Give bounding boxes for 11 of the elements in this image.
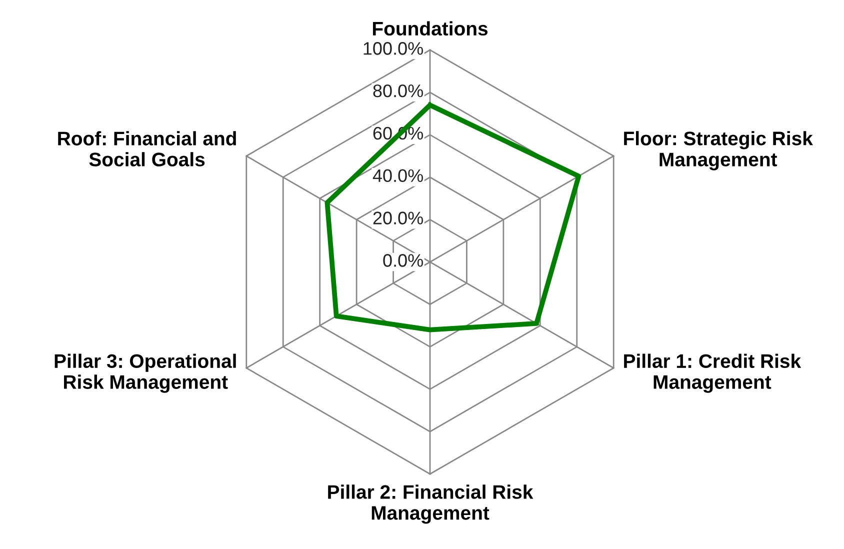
y-tick-label: 0.0% — [383, 254, 423, 267]
y-tick-label: 80.0% — [373, 84, 423, 98]
spoke-label: Pillar 2: Financial Risk Management — [328, 484, 534, 524]
spoke-label: Roof: Financial and Social Goals — [58, 131, 236, 166]
spoke-label: Pillar 3: Operational Risk Management — [54, 354, 236, 393]
y-tick-label: 20.0% — [373, 212, 423, 224]
spoke-label: Pillar 1: Credit Risk Management — [624, 354, 802, 393]
spoke-label: Foundations — [372, 21, 488, 36]
y-tick-label: 100.0% — [364, 42, 423, 55]
y-tick-label: 40.0% — [372, 169, 423, 182]
spoke-label: Floor: Strategic Risk Management — [624, 131, 813, 170]
